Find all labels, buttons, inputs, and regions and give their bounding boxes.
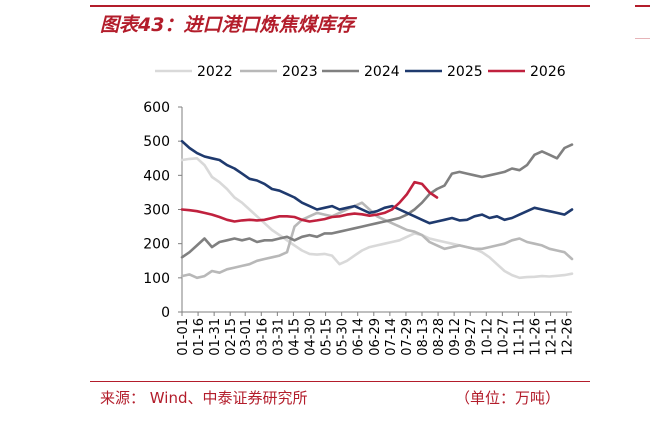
x-tick-label: 08-28 (432, 318, 447, 356)
x-tick-label: 01-31 (208, 318, 223, 356)
series-line-2022 (180, 157, 574, 280)
x-tick-label: 03-16 (255, 318, 270, 356)
y-tick-label: 200 (143, 237, 170, 253)
x-tick-label: 05-30 (336, 318, 351, 356)
chart-title: 图表43：进口港口炼焦煤库存 (100, 14, 355, 36)
series-line-2025 (180, 139, 574, 225)
series-line-2023 (180, 201, 574, 280)
legend-label-2023: 2023 (282, 64, 318, 80)
title-top-rule (90, 5, 590, 7)
x-tick-label: 07-14 (384, 318, 399, 356)
x-tick-label: 06-29 (368, 318, 383, 356)
x-tick-label: 10-27 (496, 318, 511, 356)
x-tick-label: 12-11 (545, 318, 560, 356)
legend-label-2024: 2024 (364, 64, 400, 80)
x-tick-label: 09-27 (464, 318, 479, 356)
y-tick-label: 500 (143, 134, 170, 150)
x-tick-label: 08-13 (416, 318, 431, 356)
y-tick-label: 400 (143, 168, 170, 184)
x-tick-label: 11-26 (529, 318, 544, 356)
legend-label-2025: 2025 (447, 64, 483, 80)
x-tick-label: 03-01 (239, 318, 254, 356)
y-tick-label: 100 (143, 271, 170, 287)
x-tick-label: 09-12 (448, 318, 463, 356)
x-tick-label: 06-14 (352, 318, 367, 356)
y-tick-label: 600 (143, 100, 170, 116)
legend-label-2022: 2022 (197, 64, 233, 80)
x-tick-label: 07-29 (400, 318, 415, 356)
x-tick-label: 05-15 (320, 318, 335, 356)
x-tick-label: 12-26 (561, 318, 576, 356)
x-tick-label: 04-15 (287, 318, 302, 356)
y-tick-label: 0 (161, 305, 170, 321)
x-tick-label: 03-31 (271, 318, 286, 356)
adjacent-panel-rule-light (635, 38, 650, 39)
x-tick-label: 11-11 (512, 318, 527, 356)
series-line-2026 (180, 180, 439, 223)
legend-label-2026: 2026 (530, 64, 566, 80)
adjacent-panel-rule (635, 5, 650, 7)
x-tick-label: 10-12 (480, 318, 495, 356)
series-line-2024 (180, 143, 574, 259)
x-tick-label: 01-16 (192, 318, 207, 356)
y-tick-label: 300 (143, 203, 170, 219)
x-tick-label: 04-30 (304, 318, 319, 356)
x-tick-label: 01-01 (176, 318, 191, 356)
unit-note: （单位：万吨） (455, 389, 561, 407)
x-tick-label: 02-15 (224, 318, 239, 356)
source-note: 来源： Wind、中泰证券研究所 (100, 389, 308, 407)
footer-rule (90, 381, 590, 382)
